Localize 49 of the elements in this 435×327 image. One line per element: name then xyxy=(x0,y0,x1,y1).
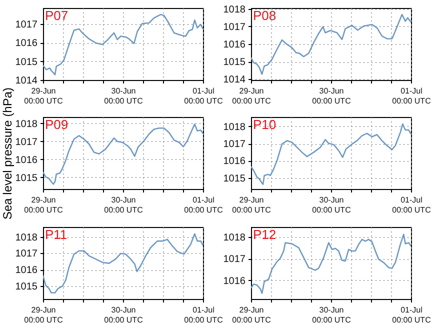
chart-title: P10 xyxy=(253,117,276,132)
y-tick-label: 1015 xyxy=(223,173,246,184)
y-axis-title: Sea level pressure (hPa) xyxy=(0,87,14,220)
chart-title: P11 xyxy=(45,227,68,242)
y-tick-label: 1017 xyxy=(223,22,246,33)
x-tick-label: 01-Jul 00:00 UTC xyxy=(392,196,432,214)
x-tick-label: 30-Jun 00:00 UTC xyxy=(104,306,144,324)
y-tick-label: 1018 xyxy=(15,232,38,244)
y-tick-label: 1018 xyxy=(15,118,38,130)
x-tick-label: 29-Jun 00:00 UTC xyxy=(232,86,272,106)
y-tick-label: 1015 xyxy=(15,172,38,184)
x-tick-label: 01-Jul 00:00 UTC xyxy=(184,196,224,214)
y-tick-label: 1017 xyxy=(223,139,246,150)
y-tick-label: 1018 xyxy=(223,232,246,244)
y-tick-label: 1014 xyxy=(223,74,246,86)
x-tick-label: 30-Jun 00:00 UTC xyxy=(104,196,144,214)
chart-title: P12 xyxy=(253,227,276,242)
x-tick-label: 01-Jul 00:00 UTC xyxy=(184,86,224,106)
x-tick-label: 30-Jun 00:00 UTC xyxy=(312,306,352,324)
x-tick-label: 30-Jun 00:00 UTC xyxy=(312,196,352,214)
y-tick-label: 1015 xyxy=(15,56,38,68)
y-tick-label: 1016 xyxy=(223,156,246,168)
chart-title: P09 xyxy=(45,117,68,132)
chart-title: P07 xyxy=(45,8,68,23)
y-tick-label: 1016 xyxy=(223,40,246,50)
y-tick-label: 1016 xyxy=(15,38,38,50)
x-tick-label: 29-Jun 00:00 UTC xyxy=(24,86,64,106)
y-tick-label: 1016 xyxy=(15,154,38,166)
x-tick-label: 29-Jun 00:00 UTC xyxy=(232,196,272,214)
x-tick-label: 01-Jul 00:00 UTC xyxy=(392,86,432,106)
y-tick-label: 1016 xyxy=(223,276,246,287)
y-tick-label: 1017 xyxy=(15,248,38,260)
y-tick-label: 1018 xyxy=(223,122,246,133)
x-tick-label: 29-Jun 00:00 UTC xyxy=(24,306,64,324)
x-tick-label: 29-Jun 00:00 UTC xyxy=(232,306,272,324)
x-tick-label: 01-Jul 00:00 UTC xyxy=(392,306,432,324)
y-tick-label: 1016 xyxy=(15,265,38,276)
y-tick-label: 1018 xyxy=(223,4,246,16)
x-tick-label: 30-Jun 00:00 UTC xyxy=(312,86,352,106)
y-tick-label: 1017 xyxy=(223,254,246,266)
y-tick-label: 1014 xyxy=(15,76,38,86)
y-tick-label: 1017 xyxy=(15,136,38,148)
chart-title: P08 xyxy=(253,8,276,23)
x-tick-label: 29-Jun 00:00 UTC xyxy=(24,196,64,214)
y-tick-label: 1015 xyxy=(223,57,246,68)
x-tick-label: 30-Jun 00:00 UTC xyxy=(104,86,144,106)
y-tick-label: 1015 xyxy=(15,281,38,292)
y-tick-label: 1017 xyxy=(15,19,38,30)
x-tick-label: 01-Jul 00:00 UTC xyxy=(184,306,224,324)
